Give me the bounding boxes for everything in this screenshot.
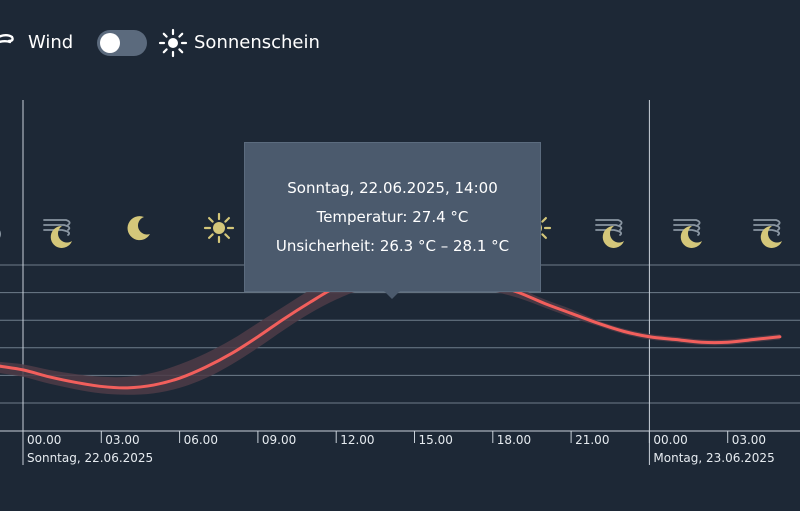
day-label: Sonntag, 22.06.2025 xyxy=(27,451,153,465)
wind-icon xyxy=(673,219,702,248)
tooltip-uncertainty: Unsicherheit: 26.3 °C – 28.1 °C xyxy=(275,237,510,255)
x-tick-label: 21.00 xyxy=(575,433,609,447)
grid xyxy=(0,100,800,465)
x-tick-label: 03.00 xyxy=(732,433,766,447)
x-tick-label: 00.00 xyxy=(27,433,61,447)
wind-icon xyxy=(753,219,782,248)
cloud-icon xyxy=(0,230,1,238)
moon-icon xyxy=(127,216,150,241)
wind-icon xyxy=(595,219,624,248)
tooltip-temperature: Temperatur: 27.4 °C xyxy=(316,208,469,226)
x-tick-label: 12.00 xyxy=(340,433,374,447)
sunshine-legend-label[interactable]: Sonnenschein xyxy=(194,32,320,53)
wind-legend-label[interactable]: Wind xyxy=(28,32,74,53)
day-label: Montag, 23.06.2025 xyxy=(653,451,774,465)
tooltip-datetime: Sonntag, 22.06.2025, 14:00 xyxy=(287,179,498,197)
uncertainty-band xyxy=(0,263,780,395)
x-axis: 00.00 03.00 06.00 09.00 12.00 15.00 18.00 21.00… xyxy=(0,430,800,465)
wind-icon xyxy=(0,32,20,56)
sunshine-toggle[interactable] xyxy=(97,30,147,56)
tooltip: Sonntag, 22.06.2025, 14:00 Temperatur: 2… xyxy=(245,143,540,291)
x-tick-label: 18.00 xyxy=(497,433,531,447)
x-tick-label: 09.00 xyxy=(262,433,296,447)
legend: Wind Sonnenschein xyxy=(0,28,800,58)
sun-icon xyxy=(158,28,188,62)
tooltip-arrow xyxy=(383,290,401,299)
toggle-knob xyxy=(100,33,120,53)
uncertainty-band-area xyxy=(0,263,780,395)
x-tick-label: 03.00 xyxy=(105,433,139,447)
x-tick-label: 15.00 xyxy=(419,433,453,447)
x-tick-label: 06.00 xyxy=(184,433,218,447)
wind-icon xyxy=(43,219,72,248)
x-tick-label: 00.00 xyxy=(653,433,687,447)
sun-icon xyxy=(203,212,235,244)
